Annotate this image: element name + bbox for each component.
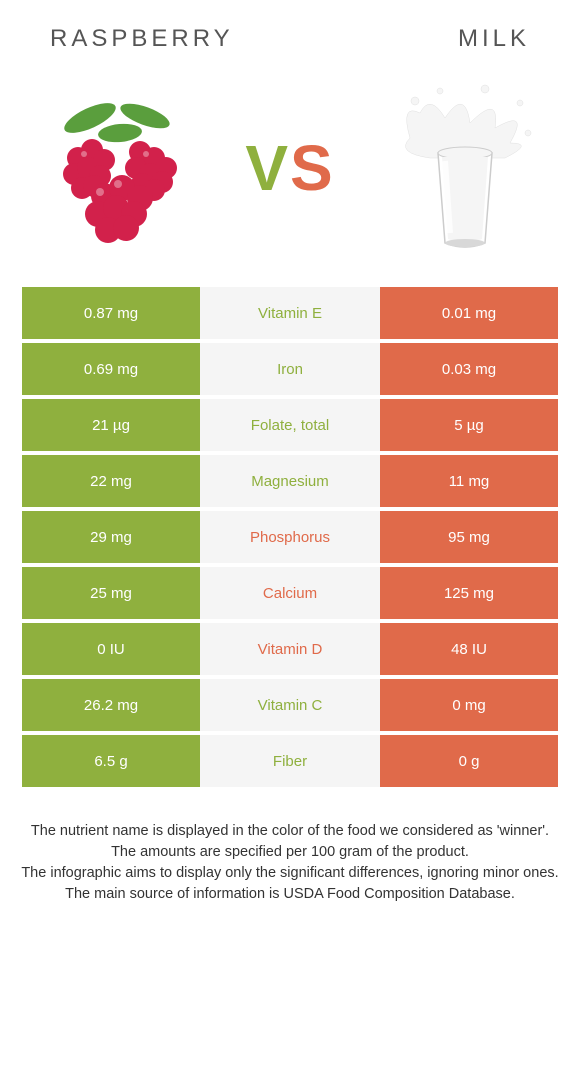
left-value-cell: 0.87 mg [22,287,200,339]
table-row: 6.5 gFiber0 g [22,735,558,787]
footer-line: The nutrient name is displayed in the co… [20,821,560,842]
footer-line: The amounts are specified per 100 gram o… [20,842,560,863]
raspberry-icon [30,88,200,248]
right-value-cell: 0.03 mg [380,343,558,395]
milk-image [370,78,560,258]
nutrient-name-cell: Fiber [200,735,380,787]
right-value-cell: 0.01 mg [380,287,558,339]
left-value-cell: 25 mg [22,567,200,619]
vs-v: V [245,132,290,204]
right-value-cell: 95 mg [380,511,558,563]
nutrient-name-cell: Iron [200,343,380,395]
right-value-cell: 0 g [380,735,558,787]
images-row: VS [0,68,580,283]
table-row: 26.2 mgVitamin C0 mg [22,679,558,731]
table-row: 22 mgMagnesium11 mg [22,455,558,507]
nutrient-name-cell: Folate, total [200,399,380,451]
nutrient-tbody: 0.87 mgVitamin E0.01 mg0.69 mgIron0.03 m… [22,287,558,787]
table-row: 25 mgCalcium125 mg [22,567,558,619]
left-food-title: RASPBERRY [50,25,234,53]
nutrient-name-cell: Magnesium [200,455,380,507]
right-value-cell: 125 mg [380,567,558,619]
table-row: 0.69 mgIron0.03 mg [22,343,558,395]
nutrient-name-cell: Phosphorus [200,511,380,563]
right-food-title: MILK [458,25,530,53]
left-value-cell: 21 µg [22,399,200,451]
nutrient-name-cell: Calcium [200,567,380,619]
vs-label: VS [245,131,334,205]
left-value-cell: 0.69 mg [22,343,200,395]
left-value-cell: 29 mg [22,511,200,563]
footer-notes: The nutrient name is displayed in the co… [0,791,580,905]
nutrient-name-cell: Vitamin E [200,287,380,339]
footer-line: The infographic aims to display only the… [20,863,560,884]
table-row: 21 µgFolate, total5 µg [22,399,558,451]
right-value-cell: 5 µg [380,399,558,451]
header-row: RASPBERRY MILK [0,0,580,68]
left-value-cell: 22 mg [22,455,200,507]
nutrient-table: 0.87 mgVitamin E0.01 mg0.69 mgIron0.03 m… [22,283,558,791]
table-row: 29 mgPhosphorus95 mg [22,511,558,563]
table-row: 0 IUVitamin D48 IU [22,623,558,675]
right-value-cell: 0 mg [380,679,558,731]
left-value-cell: 6.5 g [22,735,200,787]
table-row: 0.87 mgVitamin E0.01 mg [22,287,558,339]
nutrient-name-cell: Vitamin C [200,679,380,731]
right-value-cell: 48 IU [380,623,558,675]
left-value-cell: 26.2 mg [22,679,200,731]
right-value-cell: 11 mg [380,455,558,507]
vs-s: S [290,132,335,204]
footer-line: The main source of information is USDA F… [20,884,560,905]
left-value-cell: 0 IU [22,623,200,675]
nutrient-name-cell: Vitamin D [200,623,380,675]
raspberry-image [20,78,210,258]
milk-icon [390,83,540,253]
